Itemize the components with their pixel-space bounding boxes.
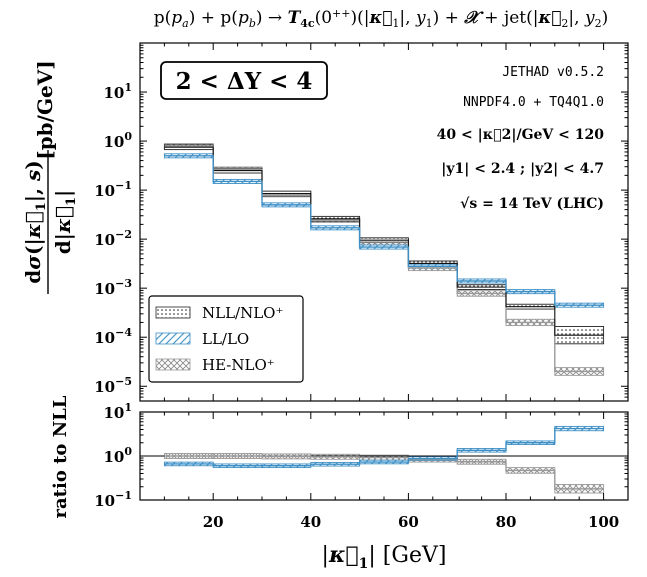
main-ytick-label-1: 100 [103,130,132,151]
main-ytick-label-6: 10−5 [94,375,132,396]
main-ytick-label-3: 10−2 [94,228,132,249]
x-axis-label: |κ⃗1| [GeV] [322,542,447,572]
legend-swatch-nll [155,306,191,319]
main-ytick-label-2: 10−1 [94,179,132,200]
legend-label-ll: LL/LO [202,330,249,348]
annotation-rapidity-cuts: |y1| < 2.4 ; |y2| < 4.7 [441,161,604,177]
ratio-y-axis-label: ratio to NLL [50,395,71,518]
annotation-energy: √s = 14 TeV (LHC) [460,196,604,212]
main-line-he [164,145,604,373]
ratio-ytick-label-2: 10−1 [94,489,132,510]
main-ytick-label-5: 10−4 [94,326,132,347]
ratio-line-he [164,455,604,490]
annotation-kappa2-range: 40 < |κ⃗2|/GeV < 120 [437,127,605,143]
annotation-pdf: NNPDF4.0 + TQ4Q1.0 [463,95,604,110]
main-ytick-label-0: 101 [103,81,132,102]
xtick-label-1: 40 [300,513,321,531]
xtick-label-2: 60 [398,513,419,531]
ratio-plot: 101 100 10−1 [94,401,629,510]
svg-text:d|κ⃗1|: d|κ⃗1| [51,190,79,255]
ratio-ytick-label-0: 101 [103,401,132,422]
main-y-axis-label: dσ(|κ⃗1|, s) d|κ⃗1| [pb/GeV] [21,60,79,294]
ratio-ytick-label-1: 100 [103,445,132,466]
xtick-label-4: 100 [588,513,619,531]
xtick-label-0: 20 [203,513,224,531]
svg-text:dσ(|κ⃗1|, s): dσ(|κ⃗1|, s) [21,160,49,283]
legend-swatch-ll [155,332,191,345]
legend-label-nll: NLL/NLO⁺ [202,304,283,322]
rapidity-box-label: 2 < ΔY < 4 [176,68,313,95]
main-line-nll [164,146,604,336]
legend-swatch-he [155,358,191,371]
chart-title: p(pa) + p(pb) → T4c(0++)(|κ⃗1|, y1) + 𝒳 … [154,7,608,30]
legend: NLL/NLO⁺ LL/LO HE-NLO⁺ [148,295,304,383]
main-ytick-label-4: 10−3 [94,277,132,298]
ratio-line-ll [164,427,604,467]
legend-label-he: HE-NLO⁺ [202,356,275,374]
rapidity-box-frame [160,61,328,100]
main-line-ll [164,155,604,306]
main-plot: 101 100 10−1 10−2 10−3 10−4 10−5 2 < ΔY < 4 JE… [94,42,629,402]
xtick-label-3: 80 [496,513,517,531]
annotation-generator: JETHAD v0.5.2 [502,65,604,80]
svg-text:[pb/GeV]: [pb/GeV] [33,60,57,160]
